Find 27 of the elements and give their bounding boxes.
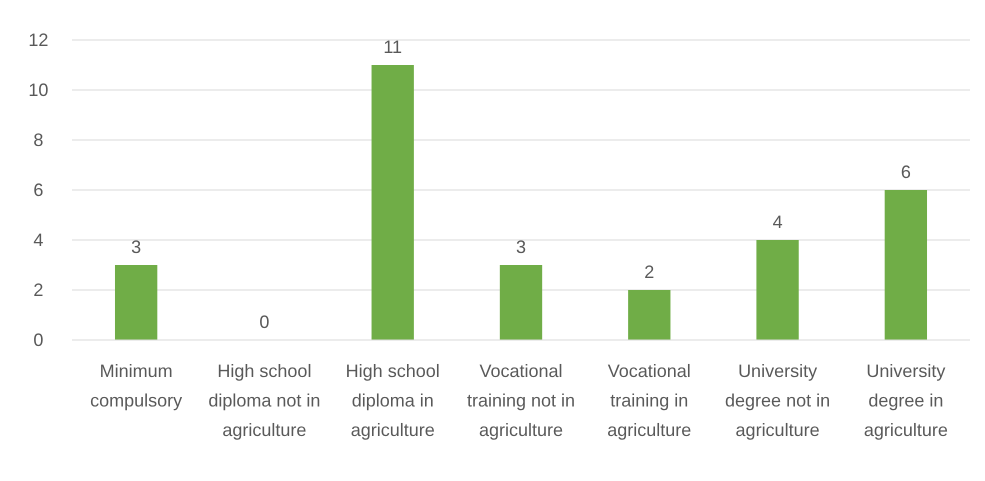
x-tick-label: High school diploma in agriculture: [346, 361, 440, 440]
data-label: 6: [900, 162, 911, 182]
bar: [372, 65, 414, 340]
x-tick-label: Minimum compulsory: [90, 361, 182, 410]
x-tick-label: Vocational training not in agriculture: [466, 361, 576, 440]
x-tick-label: Vocational training in agriculture: [607, 361, 692, 440]
y-tick-label: 2: [33, 280, 44, 300]
data-label: 11: [383, 37, 402, 57]
data-label: 4: [772, 212, 783, 232]
x-tick-label: University degree in agriculture: [864, 361, 948, 440]
bar: [756, 240, 799, 340]
y-tick-label: 4: [33, 230, 44, 250]
bar: [500, 265, 542, 340]
data-label: 2: [644, 262, 654, 282]
data-label: 3: [131, 237, 142, 257]
y-tick-label: 12: [28, 30, 48, 50]
data-label: 0: [259, 312, 270, 332]
bar: [628, 290, 670, 340]
y-tick-label: 8: [33, 130, 44, 150]
x-tick-label: University degree not in agriculture: [725, 361, 830, 440]
data-label: 3: [516, 237, 526, 257]
bar: [884, 190, 928, 340]
y-tick-label: 0: [33, 330, 44, 350]
y-tick-label: 6: [33, 180, 44, 200]
bar: [114, 265, 158, 340]
x-tick-label: High school diploma not in agriculture: [208, 361, 320, 440]
y-tick-label: 10: [28, 80, 48, 100]
